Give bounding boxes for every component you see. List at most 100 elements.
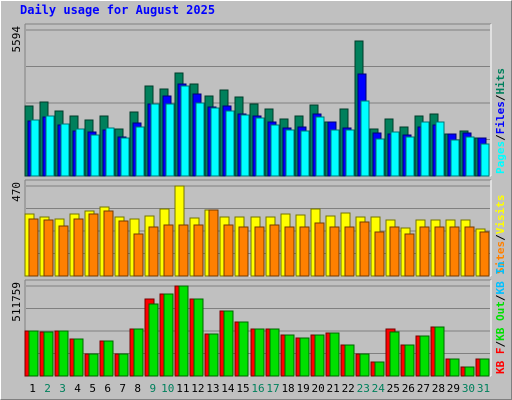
- bar-kb-out-14: [223, 310, 234, 377]
- x-tick-label: 10: [161, 382, 174, 395]
- bar-pages-5: [90, 134, 100, 177]
- bar-sites-13: [208, 209, 219, 277]
- bar-pages-31: [480, 143, 490, 177]
- bar-kb-out-30: [464, 366, 475, 377]
- x-tick-label: 19: [296, 382, 309, 395]
- bar-pages-24: [375, 138, 385, 177]
- bar-pages-4: [75, 128, 85, 177]
- legend-entry: Hits: [494, 68, 507, 95]
- bar-sites-10: [163, 224, 174, 277]
- bar-kb-out-18: [284, 334, 295, 377]
- bar-pages-8: [135, 126, 145, 177]
- bar-kb-out-9: [148, 303, 159, 377]
- bar-sites-25: [389, 226, 400, 277]
- bar-sites-24: [374, 231, 385, 277]
- legend-entry: Files: [494, 101, 507, 134]
- x-tick-label: 28: [432, 382, 445, 395]
- x-tick-label: 22: [342, 382, 355, 395]
- x-tick-label: 17: [266, 382, 279, 395]
- bar-sites-15: [238, 226, 249, 277]
- bar-pages-17: [270, 124, 280, 177]
- y-max-label-3: 511759: [10, 282, 23, 322]
- legend-entry: Visits: [494, 195, 507, 235]
- bar-sites-17: [269, 224, 280, 277]
- bar-pages-22: [345, 129, 355, 177]
- bar-sites-18: [284, 226, 295, 277]
- legend-1: Pages/Files/Hits: [494, 68, 507, 174]
- legend-2: Sites/Visits: [494, 195, 507, 275]
- bar-kb-out-6: [103, 340, 114, 377]
- legend-entry: /: [494, 294, 507, 301]
- x-tick-label: 11: [176, 382, 189, 395]
- bar-kb-out-10: [163, 293, 174, 377]
- bar-sites-23: [359, 221, 370, 277]
- bar-pages-28: [435, 121, 445, 177]
- bar-sites-7: [118, 220, 129, 277]
- bar-kb-out-22: [344, 344, 355, 377]
- x-tick-label: 27: [417, 382, 430, 395]
- bar-sites-1: [28, 218, 39, 277]
- x-tick-label: 31: [477, 382, 490, 395]
- bar-kb-out-26: [404, 344, 415, 377]
- bar-sites-16: [254, 226, 265, 277]
- bar-kb-out-24: [374, 361, 385, 377]
- x-tick-label: 20: [312, 382, 325, 395]
- bar-pages-19: [300, 130, 310, 177]
- x-tick-label: 12: [191, 382, 204, 395]
- legend-entry: /: [494, 134, 507, 141]
- bar-sites-20: [314, 222, 325, 277]
- bar-kb-out-16: [254, 328, 265, 377]
- bar-sites-29: [449, 226, 460, 277]
- legend-3: KB F/KB Out/KB In: [494, 261, 507, 374]
- bar-pages-10: [165, 103, 175, 177]
- bar-sites-31: [479, 231, 490, 277]
- bar-pages-29: [450, 139, 460, 177]
- bar-kb-out-25: [389, 331, 400, 377]
- bar-sites-9: [148, 226, 159, 277]
- bar-pages-3: [60, 123, 70, 177]
- bar-kb-out-13: [208, 333, 219, 377]
- legend-entry: /: [494, 94, 507, 101]
- x-tick-label: 16: [251, 382, 264, 395]
- bar-pages-2: [45, 115, 55, 177]
- bar-sites-2: [43, 219, 54, 277]
- bar-kb-out-5: [88, 353, 99, 377]
- bar-kb-out-7: [118, 353, 129, 377]
- bar-sites-21: [329, 226, 340, 277]
- bar-sites-3: [58, 225, 69, 277]
- legend-entry: KB F: [494, 348, 507, 375]
- bar-pages-20: [315, 116, 325, 177]
- y-max-label-2: 470: [10, 182, 23, 202]
- bar-kb-out-1: [28, 330, 39, 377]
- bar-sites-28: [434, 226, 445, 277]
- x-tick-label: 1: [29, 382, 36, 395]
- x-tick-label: 2: [44, 382, 51, 395]
- x-tick-label: 5: [89, 382, 96, 395]
- bar-pages-27: [420, 121, 430, 177]
- x-tick-label: 25: [387, 382, 400, 395]
- bar-sites-26: [404, 233, 415, 277]
- bar-sites-27: [419, 226, 430, 277]
- x-tick-label: 15: [236, 382, 249, 395]
- x-tick-label: 3: [59, 382, 66, 395]
- bar-kb-out-12: [193, 298, 204, 377]
- x-tick-label: 13: [206, 382, 219, 395]
- legend-entry: Sites: [494, 241, 507, 274]
- bar-sites-19: [299, 226, 310, 277]
- bar-kb-out-3: [58, 330, 69, 377]
- bar-pages-13: [210, 107, 220, 177]
- bar-kb-out-23: [359, 353, 370, 377]
- bar-kb-out-8: [133, 328, 144, 377]
- bar-sites-14: [223, 224, 234, 277]
- legend-entry: KB In: [494, 261, 507, 294]
- bar-sites-30: [464, 226, 475, 277]
- x-tick-label: 7: [119, 382, 126, 395]
- bar-kb-out-29: [449, 358, 460, 377]
- bar-kb-out-31: [479, 358, 490, 377]
- x-tick-label: 18: [281, 382, 294, 395]
- bar-pages-21: [330, 129, 340, 177]
- bar-kb-out-2: [43, 331, 54, 377]
- bar-sites-22: [344, 226, 355, 277]
- bar-pages-18: [285, 129, 295, 177]
- bar-pages-15: [240, 114, 250, 177]
